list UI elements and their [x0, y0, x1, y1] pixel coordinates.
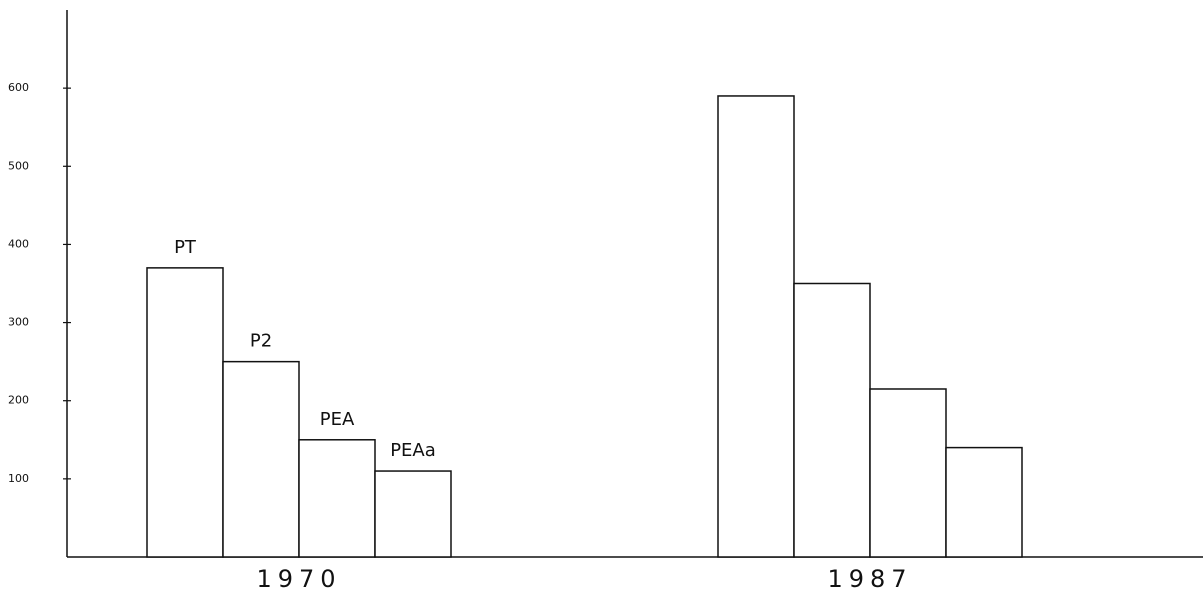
y-tick-label: 200 — [8, 394, 29, 407]
x-tick-label: 1987 — [827, 565, 912, 593]
bar — [869, 388, 947, 558]
bar — [374, 470, 452, 558]
series-label: PEAa — [390, 440, 436, 461]
bar — [222, 360, 300, 558]
bar — [146, 267, 224, 558]
series-label: PT — [174, 237, 197, 258]
y-tick-label: 600 — [8, 81, 29, 94]
x-tick-label: 1970 — [256, 565, 341, 593]
bar — [298, 439, 376, 558]
bar — [793, 282, 871, 558]
y-tick-label: 100 — [8, 472, 29, 485]
y-tick-label: 400 — [8, 237, 29, 250]
y-tick-label: 500 — [8, 159, 29, 172]
y-tick-label: 300 — [8, 316, 29, 329]
bar — [945, 446, 1023, 558]
series-label: P2 — [250, 331, 272, 352]
series-label: PEA — [320, 409, 355, 430]
bar — [717, 95, 795, 558]
